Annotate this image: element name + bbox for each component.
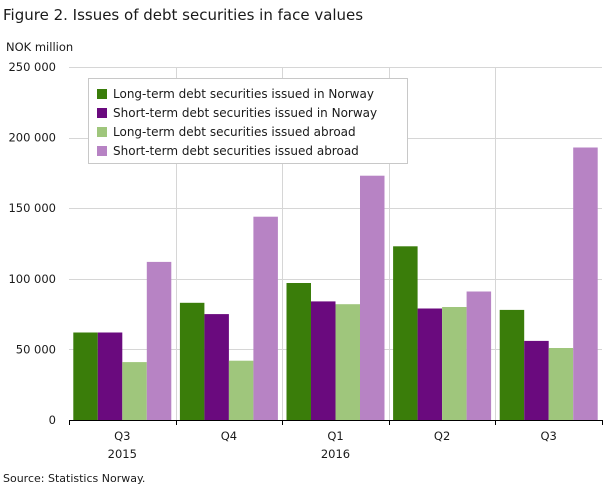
x-tick-year-label: 2015: [108, 447, 137, 461]
bar: [393, 246, 418, 420]
bar: [73, 332, 98, 420]
legend-label: Short-term debt securities issued abroad: [113, 143, 359, 158]
bars: [73, 147, 598, 420]
legend: Long-term debt securities issued in Norw…: [88, 78, 408, 164]
source-note: Source: Statistics Norway.: [3, 472, 146, 485]
y-tick-label: 250 000: [8, 60, 56, 74]
legend-swatch: [97, 107, 107, 118]
legend-item: Short-term debt securities issued in Nor…: [97, 103, 399, 122]
y-tick-label: 150 000: [8, 201, 56, 215]
x-tick-label: Q4: [221, 429, 237, 443]
y-axis-unit-label: NOK million: [6, 40, 74, 54]
bar: [286, 283, 311, 420]
bar: [499, 309, 525, 420]
x-tick-label: Q2: [434, 429, 450, 443]
bar: [360, 175, 385, 420]
legend-label: Long-term debt securities issued in Norw…: [113, 86, 374, 101]
legend-item: Short-term debt securities issued abroad: [97, 141, 399, 160]
bar: [442, 307, 467, 420]
legend-label: Short-term debt securities issued in Nor…: [113, 105, 378, 120]
bar: [179, 302, 205, 420]
bar: [311, 301, 336, 420]
bar: [335, 304, 360, 420]
bar: [146, 261, 172, 420]
y-tick-label: 0: [49, 413, 56, 427]
x-tick-year-label: 2016: [321, 447, 350, 461]
bar: [573, 147, 598, 420]
x-tick-label: Q3: [541, 429, 557, 443]
y-tick-label: 50 000: [16, 342, 56, 356]
bar: [548, 348, 574, 420]
y-tick-labels: 0 50 000 100 000 150 000 200 000 250 000: [8, 60, 56, 427]
legend-item: Long-term debt securities issued in Norw…: [97, 84, 399, 103]
axes: [69, 420, 603, 425]
legend-swatch: [97, 145, 107, 156]
bar: [204, 314, 229, 420]
legend-label: Long-term debt securities issued abroad: [113, 124, 356, 139]
y-tick-label: 200 000: [8, 131, 56, 145]
x-tick-labels: Q3 2015 Q4 Q1 2016 Q2 Q3: [108, 429, 557, 461]
bar: [417, 308, 443, 420]
legend-swatch: [97, 88, 107, 99]
legend-item: Long-term debt securities issued abroad: [97, 122, 399, 141]
y-tick-label: 100 000: [8, 272, 56, 286]
bar: [228, 360, 254, 420]
chart-title: Figure 2. Issues of debt securities in f…: [3, 6, 364, 24]
x-tick-label: Q3: [114, 429, 130, 443]
bar: [253, 216, 278, 420]
bar: [97, 332, 123, 420]
legend-swatch: [97, 126, 107, 137]
bar: [122, 362, 147, 420]
bar: [524, 340, 549, 420]
x-tick-label: Q1: [327, 429, 343, 443]
bar: [466, 291, 492, 420]
